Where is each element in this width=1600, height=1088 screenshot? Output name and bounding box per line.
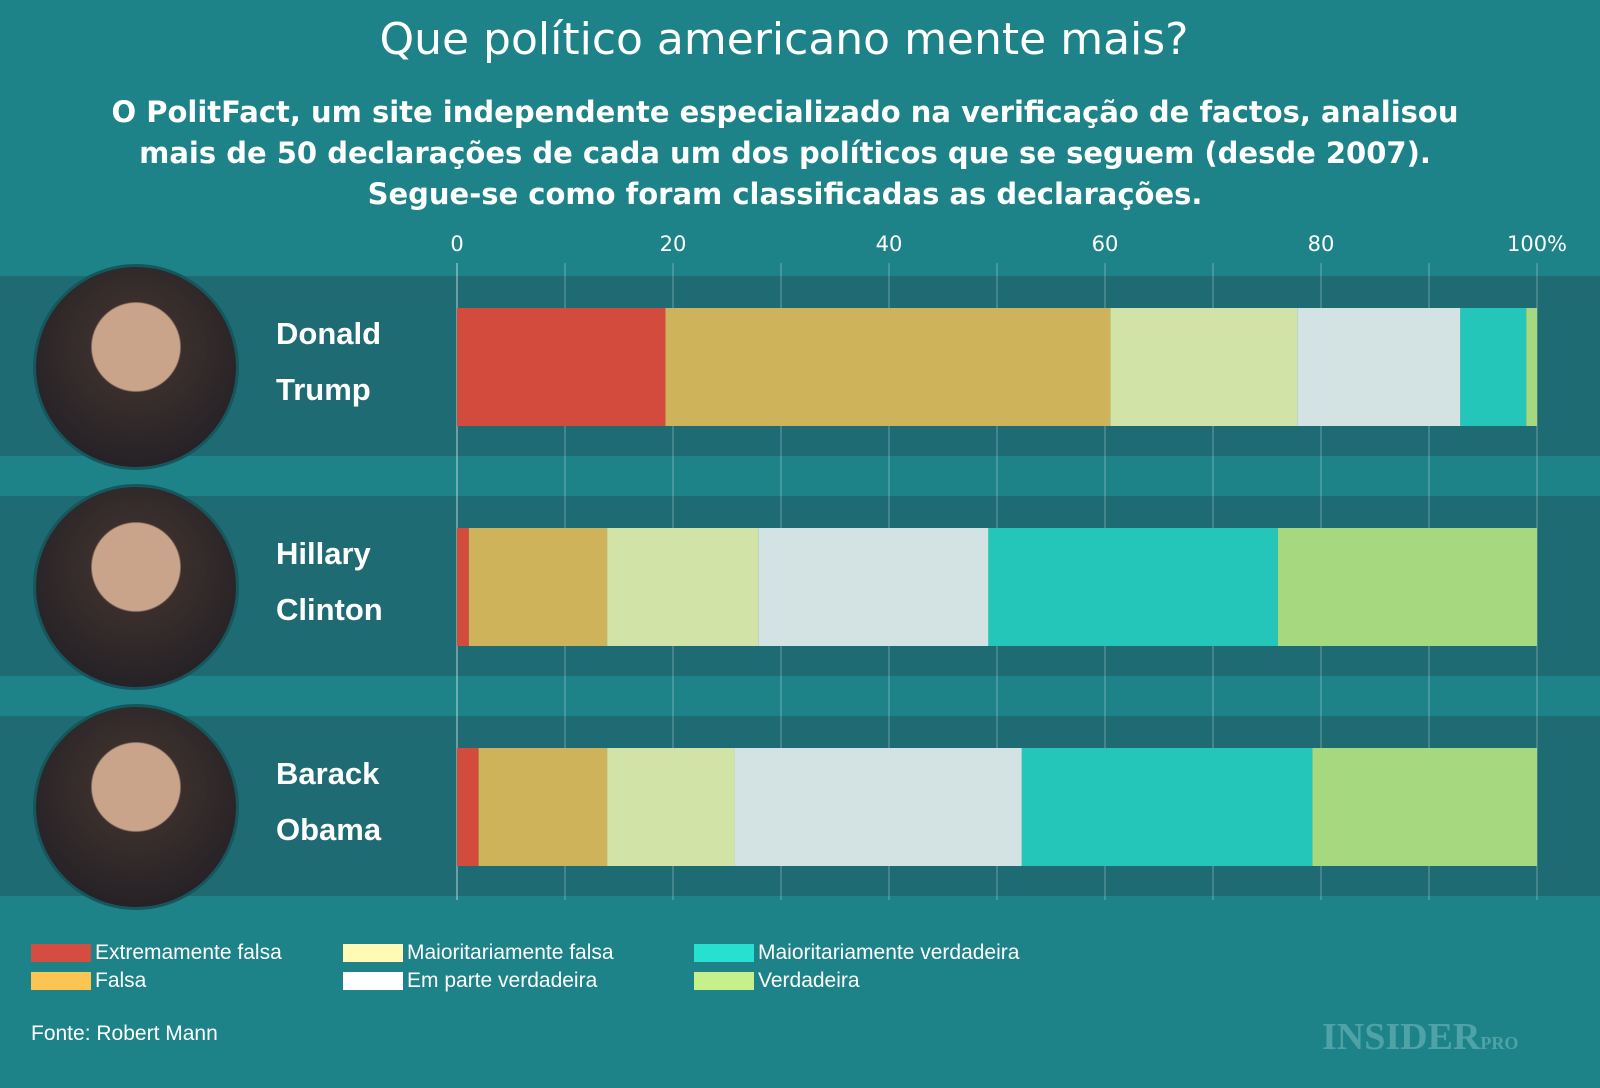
x-tick-label: 40 <box>876 232 903 256</box>
source-note: Fonte: Robert Mann <box>31 1022 218 1045</box>
category-label: Clinton <box>276 592 383 627</box>
bar-segment <box>457 528 469 646</box>
legend-swatch <box>31 972 91 990</box>
legend-swatch <box>694 944 754 962</box>
chart-subtitle: O PolitFact, um site independente especi… <box>111 95 1459 211</box>
bar-segment <box>1312 748 1537 866</box>
bar-segment <box>1526 308 1537 426</box>
legend-label: Extremamente falsa <box>95 941 282 964</box>
category-label: Hillary <box>276 536 371 571</box>
bar-segment <box>607 748 735 866</box>
bar-segment <box>468 528 608 646</box>
x-tick-label: 0 <box>450 232 463 256</box>
politician-photo <box>33 704 239 910</box>
legend-swatch <box>31 944 91 962</box>
legend-item: Maioritariamente verdadeira <box>694 941 1019 965</box>
x-tick-label: 20 <box>660 232 687 256</box>
bar-segment <box>1277 528 1537 646</box>
category-label: Donald <box>276 316 382 351</box>
bar-segment <box>607 528 759 646</box>
legend-item: Verdadeira <box>694 969 860 993</box>
bar-segment <box>478 748 608 866</box>
bar-segment <box>1110 308 1298 426</box>
politician-photo <box>33 484 239 690</box>
category-label: Obama <box>276 812 382 847</box>
legend-label: Verdadeira <box>758 969 860 992</box>
legend-item: Maioritariamente falsa <box>343 941 614 965</box>
bar-segment <box>1460 308 1527 426</box>
category-label: Barack <box>276 756 380 791</box>
x-tick-label: 100% <box>1507 232 1567 256</box>
x-tick-label: 60 <box>1092 232 1119 256</box>
insider-pro-logo: INSIDERPRO <box>1322 1015 1518 1059</box>
bar-segment <box>1021 748 1313 866</box>
politician-photo <box>33 264 239 470</box>
bar-segment <box>988 528 1278 646</box>
chart-title: Que político americano mente mais? <box>379 14 1189 65</box>
bar-segment <box>665 308 1111 426</box>
bar-segment <box>758 528 989 646</box>
legend-label: Maioritariamente falsa <box>407 941 614 964</box>
category-label: Trump <box>276 372 371 407</box>
bar-segment <box>1297 308 1461 426</box>
bar-segment <box>734 748 1022 866</box>
legend-label: Em parte verdadeira <box>407 969 598 992</box>
logo-main: INSIDER <box>1322 1016 1481 1058</box>
legend-label: Maioritariamente verdadeira <box>758 941 1020 964</box>
logo-suffix: PRO <box>1480 1033 1519 1053</box>
bar-segment <box>457 308 666 426</box>
legend-item: Falsa <box>31 969 146 993</box>
legend-swatch <box>343 972 403 990</box>
bar-segment <box>457 748 479 866</box>
legend-label: Falsa <box>95 969 147 992</box>
legend-item: Extremamente falsa <box>31 941 282 965</box>
legend-swatch <box>343 944 403 962</box>
legend-item: Em parte verdadeira <box>343 969 597 993</box>
legend-swatch <box>694 972 754 990</box>
x-tick-label: 80 <box>1308 232 1335 256</box>
